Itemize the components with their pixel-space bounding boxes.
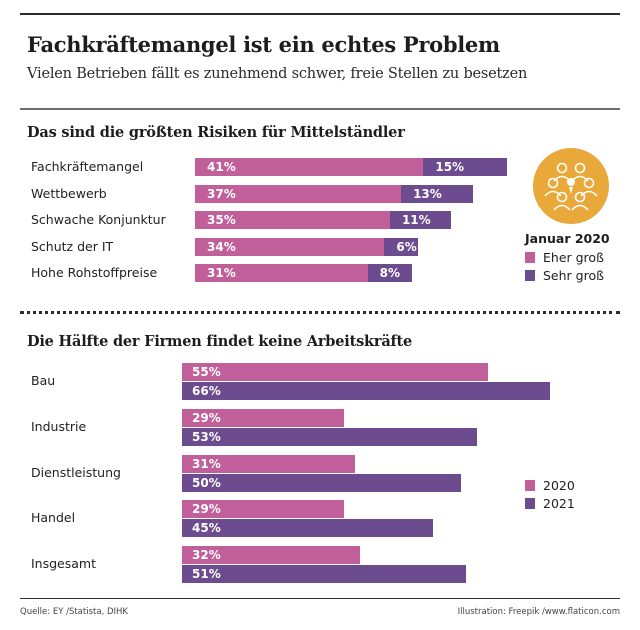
team-meeting-icon [533,148,609,224]
bar-2020: 55% [182,363,489,381]
bar-2021: 45% [182,519,433,538]
bar-sehr-gross: 13% [401,184,474,203]
footer-rule [20,598,620,599]
data-label: 13% [413,186,442,201]
legend-swatch-pink [525,480,535,491]
bar-eher-gross: 31% [195,264,368,282]
chart2-title: Die Hälfte der Firmen findet keine Arbei… [27,333,413,350]
data-label: 45% [192,521,221,536]
legend-swatch-pink [525,252,535,263]
top-rule [20,13,620,15]
data-label: 37% [207,186,236,201]
page-subtitle: Vielen Betrieben fällt es zunehmend schw… [27,66,528,82]
data-label: 50% [192,475,221,490]
illustration-credit: Illustration: Freepik /www.flaticon.com [457,607,620,617]
bar-2020: 29% [182,408,344,427]
chart2-legend-2020: 2020 [525,478,575,493]
bar-eher-gross: 41% [195,158,424,176]
data-label: 8% [379,266,401,280]
data-label: 31% [192,456,221,471]
bar-2020: 31% [182,454,355,473]
data-label: 6% [396,239,417,254]
data-label: 29% [192,410,221,425]
data-label: 51% [192,567,221,582]
chart1-legend-eher-gross: Eher groß [525,250,604,265]
data-label: 29% [192,502,221,517]
bar-sehr-gross: 11% [389,211,452,229]
category-label: Fachkräftemangel [31,159,144,174]
bar-eher-gross: 37% [195,184,402,203]
data-label: 31% [207,266,236,280]
legend-label: Eher groß [543,250,604,265]
page-title: Fachkräftemangel ist ein echtes Problem [27,32,500,57]
legend-label: 2020 [543,478,575,493]
data-label: 32% [192,548,221,563]
bar-eher-gross: 34% [195,237,385,256]
section-divider [20,311,620,314]
chart1-title: Das sind die größten Risiken für Mittels… [27,124,405,141]
chart2-legend-2021: 2021 [525,496,575,511]
source-note: Quelle: EY /Statista, DIHK [20,607,128,617]
data-label: 41% [207,160,236,174]
legend-label: 2021 [543,496,575,511]
bar-2020: 29% [182,500,344,519]
legend-swatch-purple [525,270,535,281]
data-label: 53% [192,429,221,444]
legend-swatch-purple [525,498,535,509]
category-label: Wettbewerb [31,185,107,201]
data-label: 55% [192,365,221,379]
risks-chart: Fachkräftemangel 41% 15% Wettbewerb 37% 13% Sc… [0,0,640,300]
bar-2021: 66% [182,382,550,400]
category-label: Hohe Rohstoffpreise [31,265,158,280]
bar-2021: 53% [182,427,478,446]
bar-sehr-gross: 6% [384,237,418,256]
header-divider [20,108,620,110]
bar-2021: 50% [182,473,461,492]
data-label: 35% [207,213,236,227]
category-label: Bau [31,373,56,388]
data-label: 15% [435,160,465,174]
category-label: Dienstleistung [31,464,121,480]
bar-2020: 32% [182,546,361,565]
category-label: Industrie [31,418,87,434]
category-label: Handel [31,510,76,526]
bar-eher-gross: 35% [195,211,390,229]
legend-label: Sehr groß [543,268,604,283]
bar-sehr-gross: 8% [367,264,413,282]
team-meeting-icon-svg [544,162,598,211]
chart1-legend-sehr-gross: Sehr groß [525,268,604,283]
sectors-chart: Bau 55% 66% Industrie 29% 53% Dienstleistung 31… [31,363,550,584]
category-label: Schwache Konjunktur [31,212,166,227]
category-label: Insgesamt [31,556,96,572]
data-label: 66% [192,384,221,398]
category-label: Schutz der IT [31,238,114,254]
chart1-legend-title: Januar 2020 [525,231,610,246]
bar-2021: 51% [182,565,467,584]
data-label: 34% [207,239,236,254]
data-label: 11% [401,213,431,227]
bar-sehr-gross: 15% [423,158,507,176]
